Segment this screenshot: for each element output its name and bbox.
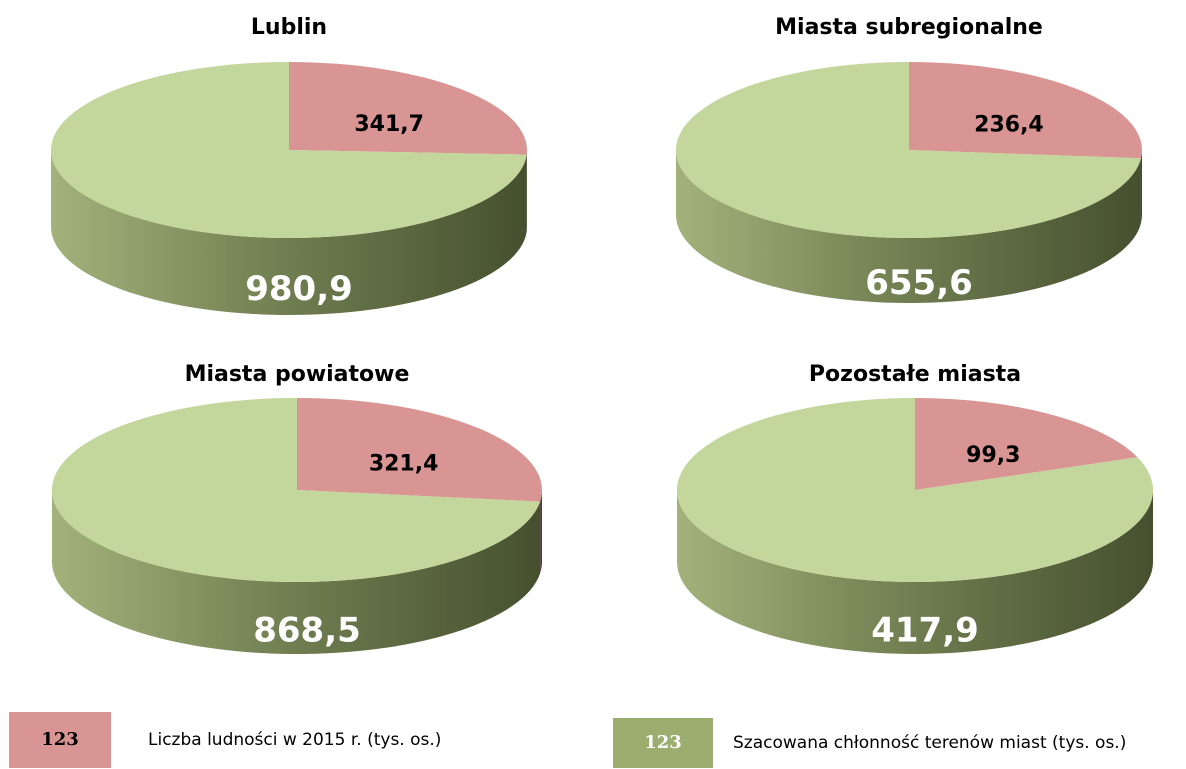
legend-label: Szacowana chłonność terenów miast (tys. … [733, 733, 1126, 753]
slice [50, 62, 527, 238]
slice-side [1140, 150, 1142, 224]
legend-swatch-text: 123 [41, 729, 79, 750]
data-label: 321,4 [369, 452, 439, 477]
data-label: 868,5 [253, 611, 361, 651]
data-label: 99,3 [966, 443, 1020, 468]
slice-side [540, 490, 542, 574]
pie-title: Miasta powiatowe [185, 362, 410, 387]
slice-side [676, 150, 1141, 303]
data-label: 980,9 [245, 269, 353, 309]
data-label: 236,4 [974, 113, 1044, 138]
pie-title: Lublin [251, 15, 327, 40]
slice [289, 62, 527, 155]
slice [297, 398, 543, 502]
legend-swatch [9, 712, 111, 768]
slice [915, 398, 1138, 490]
pie-title: Miasta subregionalne [775, 15, 1043, 40]
pie-title: Pozostałe miasta [809, 362, 1021, 387]
legend-swatch [613, 718, 713, 768]
legend-label: Liczba ludności w 2015 r. (tys. os.) [148, 730, 441, 750]
data-label: 417,9 [871, 611, 979, 651]
legend-swatch-text: 123 [644, 732, 682, 753]
slice [675, 61, 1141, 239]
slice-side [51, 150, 527, 315]
slice [909, 62, 1142, 159]
slice [52, 398, 541, 582]
slice-side [677, 490, 1153, 654]
data-label: 341,7 [354, 112, 424, 137]
slice [676, 398, 1153, 582]
data-label: 655,6 [865, 263, 973, 303]
slice-side [51, 490, 541, 655]
